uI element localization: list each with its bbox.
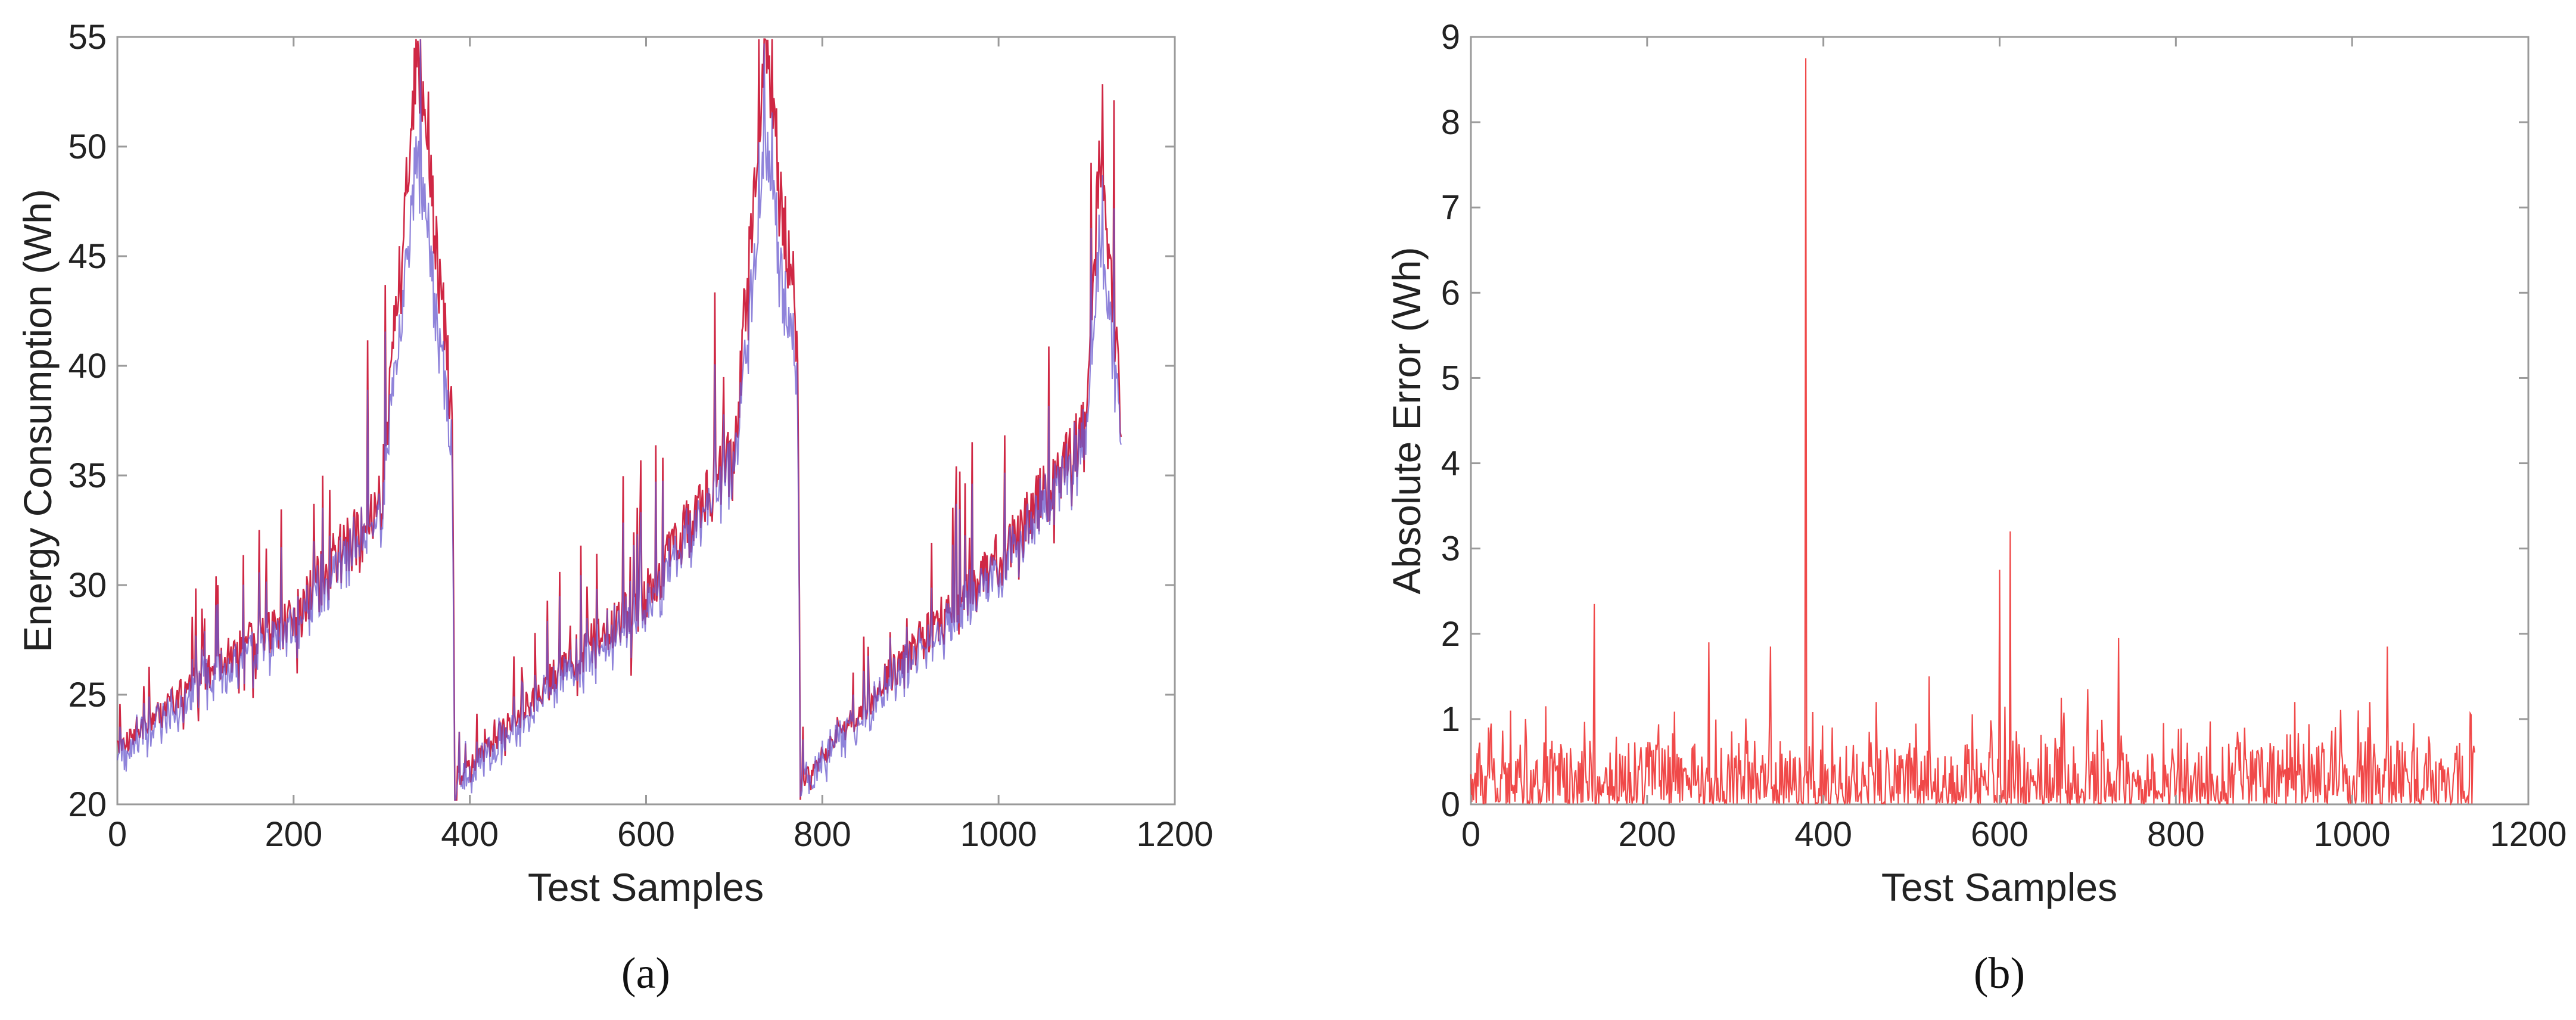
panel-b-absolute-error: 0 200 400 600 800 1000 1200 0 1 2 3 4 5 6 7 8 9 Test Sam… [1385, 18, 2567, 998]
panel-b-y-tick-label: 2 [1441, 615, 1460, 654]
panel-b-y-tick-label: 8 [1441, 103, 1460, 142]
panel-a-y-tick-label: 30 [68, 566, 107, 605]
panel-b-y-tick-label: 3 [1441, 530, 1460, 568]
panel-a-x-tick-label: 600 [617, 815, 675, 854]
panel-b-y-tick-label: 7 [1441, 188, 1460, 227]
panel-a-x-tick-label: 0 [108, 815, 127, 854]
panel-a-y-tick-label: 50 [68, 128, 107, 166]
panel-b-y-tick-label: 6 [1441, 273, 1460, 312]
panel-b-x-axis-label: Test Samples [1881, 865, 2117, 909]
panel-a-y-tick-label: 40 [68, 347, 107, 385]
panel-b-x-tick-label: 400 [1794, 815, 1852, 854]
panel-a-x-tick-label: 200 [265, 815, 322, 854]
panel-a-y-axis-label: Energy Consumption (Wh) [15, 189, 60, 652]
panel-b-x-tick-label: 200 [1618, 815, 1676, 854]
panel-a-y-tick-label: 25 [68, 676, 107, 714]
panel-a-ticks: 0 200 400 600 800 1000 1200 20 25 30 35 40 45 50 55 [68, 18, 1213, 854]
panel-a-y-tick-label: 55 [68, 18, 107, 57]
panel-b-x-tick-label: 1200 [2490, 815, 2566, 854]
panel-b-ticks: 0 200 400 600 800 1000 1200 0 1 2 3 4 5 6 7 8 9 [1441, 18, 2567, 854]
panel-b-x-tick-label: 0 [1461, 815, 1480, 854]
panel-b-y-tick-label: 5 [1441, 359, 1460, 397]
panel-a-x-tick-label: 1000 [960, 815, 1037, 854]
panel-b-y-tick-label: 0 [1441, 785, 1460, 824]
panel-b-x-tick-label: 1000 [2314, 815, 2391, 854]
panel-b-series-group [1470, 58, 2475, 806]
panel-a-energy-consumption: 0 200 400 600 800 1000 1200 20 25 30 35 40 45 50 55 Te… [15, 18, 1214, 998]
panel-b-x-tick-label: 800 [2147, 815, 2205, 854]
panel-b-x-tick-label: 600 [1971, 815, 2029, 854]
panel-a-caption: (a) [621, 949, 670, 998]
panel-b-caption: (b) [1974, 949, 2025, 998]
panel-a-y-tick-label: 35 [68, 456, 107, 495]
panel-a-x-tick-label: 400 [441, 815, 499, 854]
panel-b-y-tick-label: 4 [1441, 444, 1460, 483]
panel-a-x-tick-label: 1200 [1136, 815, 1213, 854]
panel-b-y-tick-label: 1 [1441, 700, 1460, 739]
panel-a-series-group [116, 38, 1122, 801]
panel-a-series-predicted-line [116, 39, 1122, 801]
panel-b-y-axis-label: Absolute Error (Wh) [1385, 247, 1429, 594]
panel-b-y-tick-label: 9 [1441, 18, 1460, 57]
panel-a-y-tick-label: 45 [68, 237, 107, 276]
panel-b-series-absolute-error-line [1470, 58, 2475, 806]
panel-a-x-axis-label: Test Samples [528, 865, 764, 909]
panel-a-plot-frame [116, 36, 1176, 806]
panel-a-y-tick-label: 20 [68, 785, 107, 824]
panel-a-x-tick-label: 800 [794, 815, 851, 854]
